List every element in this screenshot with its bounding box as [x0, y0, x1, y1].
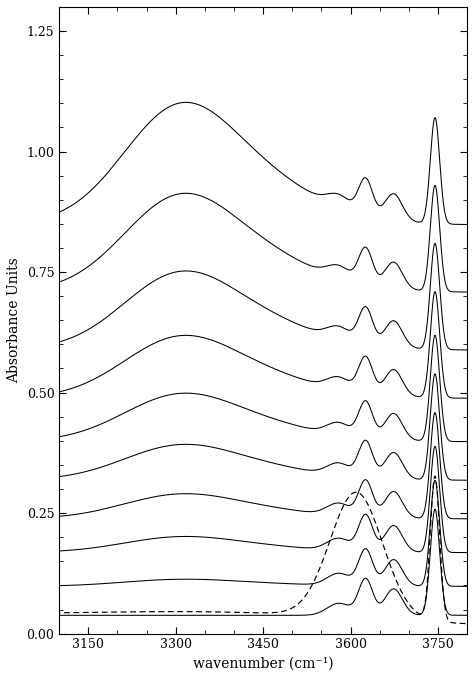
- X-axis label: wavenumber (cm⁻¹): wavenumber (cm⁻¹): [193, 657, 333, 671]
- Y-axis label: Absorbance Units: Absorbance Units: [7, 258, 21, 383]
